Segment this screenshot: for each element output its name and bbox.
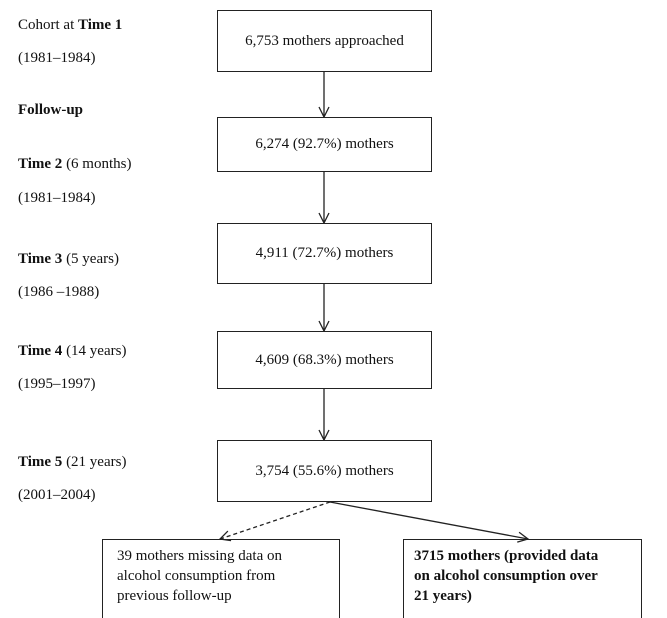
time5-label: Time 5 (21 years) xyxy=(18,454,127,470)
missing-line-3: previous follow-up xyxy=(117,588,232,604)
box-time1-text: 6,753 mothers approached xyxy=(245,32,404,49)
time3-dates: (1986 –1988) xyxy=(18,284,100,300)
provided-line-1: 3715 mothers (provided data xyxy=(414,548,599,564)
box-time3-text: 4,911 (72.7%) mothers xyxy=(255,245,394,261)
box-time2-text: 6,274 (92.7%) mothers xyxy=(255,136,394,152)
arrow-to-provided xyxy=(329,501,528,539)
box-time3-mothers: 4,911 (72.7%) mothers xyxy=(217,223,432,284)
provided-line-2: on alcohol consumption over xyxy=(414,568,598,584)
time4-label: Time 4 (14 years) xyxy=(18,343,127,359)
box-time5-mothers: 3,754 (55.6%) mothers xyxy=(217,440,432,502)
time3-label: Time 3 (5 years) xyxy=(18,251,119,267)
box-provided-data: 3715 mothers (provided data on alcohol c… xyxy=(403,539,642,618)
time5-dates: (2001–2004) xyxy=(18,487,96,503)
time4-dates: (1995–1997) xyxy=(18,376,96,392)
followup-heading: Follow-up xyxy=(18,102,84,118)
box-time4-mothers: 4,609 (68.3%) mothers xyxy=(217,331,432,389)
provided-line-3: 21 years) xyxy=(414,588,472,604)
missing-line-2: alcohol consumption from xyxy=(117,568,276,584)
box-time1-approached: 6,753 mothers approached xyxy=(217,10,432,72)
missing-line-1: 39 mothers missing data on xyxy=(117,548,282,564)
dashed-arrow-to-missing xyxy=(220,501,331,539)
box-time5-text: 3,754 (55.6%) mothers xyxy=(255,462,394,479)
box-missing-data: 39 mothers missing data on alcohol consu… xyxy=(102,539,340,618)
box-time2-mothers: 6,274 (92.7%) mothers xyxy=(217,117,432,172)
time2-label: Time 2 (6 months) xyxy=(18,156,132,172)
box-time4-text: 4,609 (68.3%) mothers xyxy=(255,351,394,368)
time1-dates: (1981–1984) xyxy=(18,50,96,66)
time1-label: Cohort at Time 1 xyxy=(18,17,123,33)
time2-dates: (1981–1984) xyxy=(18,190,96,206)
